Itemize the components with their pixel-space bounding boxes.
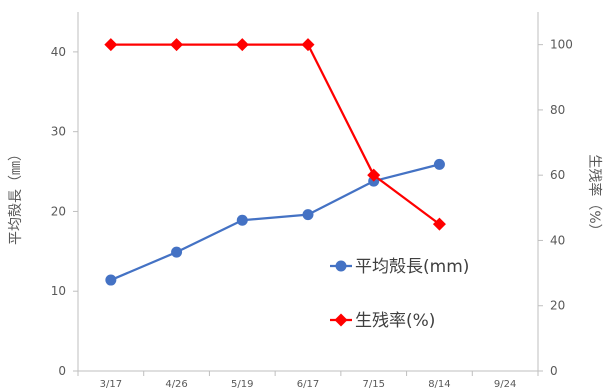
y-right-tick-label: 80 (550, 103, 565, 117)
series-2-point (104, 38, 118, 52)
x-tick-label: 7/15 (362, 379, 384, 390)
series-2-point (301, 38, 315, 52)
y-left-tick-label: 0 (58, 364, 66, 378)
x-tick-label: 5/19 (231, 379, 253, 390)
y-left-tick-label: 40 (51, 45, 66, 59)
axes (77, 12, 539, 372)
legend-label: 平均殻長(mm) (355, 257, 469, 277)
x-tick-label: 3/17 (100, 379, 122, 390)
y-right-tick-label: 20 (550, 299, 565, 313)
y-left-tick-label: 10 (51, 284, 66, 298)
legend-marker (334, 313, 348, 327)
series-2-point (367, 168, 381, 182)
series-1-point (171, 246, 183, 258)
legend: 平均殻長(mm) 生残率(%) (330, 257, 469, 331)
series-1-point (302, 209, 314, 221)
series-line-1 (110, 163, 440, 282)
series-1-point (433, 158, 445, 170)
y-axis-left-title: 平均殻長（㎜） (8, 147, 24, 245)
legend-label: 生残率(%) (355, 311, 435, 331)
x-tick-label: 4/26 (165, 379, 187, 390)
y-right-tick-label: 100 (550, 38, 573, 52)
legend-marker (335, 260, 347, 272)
ticks: 0 10 20 30 40 0 20 40 60 80 100 3/17 4/26 5/19 6/17 7/1… (51, 38, 573, 390)
y-left-tick-label: 20 (51, 204, 66, 218)
series-2-point (235, 38, 249, 52)
y-axis-right-title: 生残率（%） (586, 154, 603, 237)
x-tick-label: 8/14 (428, 379, 450, 390)
y-left-tick-label: 30 (51, 125, 66, 139)
x-tick-label: 6/17 (297, 379, 319, 390)
series-2-point (432, 217, 446, 231)
series-1-point (236, 214, 248, 226)
x-tick-label: 9/24 (494, 379, 516, 390)
y-right-tick-label: 0 (550, 364, 558, 378)
series-line-2 (110, 43, 441, 226)
y-right-tick-label: 40 (550, 233, 565, 247)
series-2-point (170, 38, 184, 52)
y-right-tick-label: 60 (550, 168, 565, 182)
series-1-point (105, 274, 117, 286)
series-layer (104, 38, 446, 286)
